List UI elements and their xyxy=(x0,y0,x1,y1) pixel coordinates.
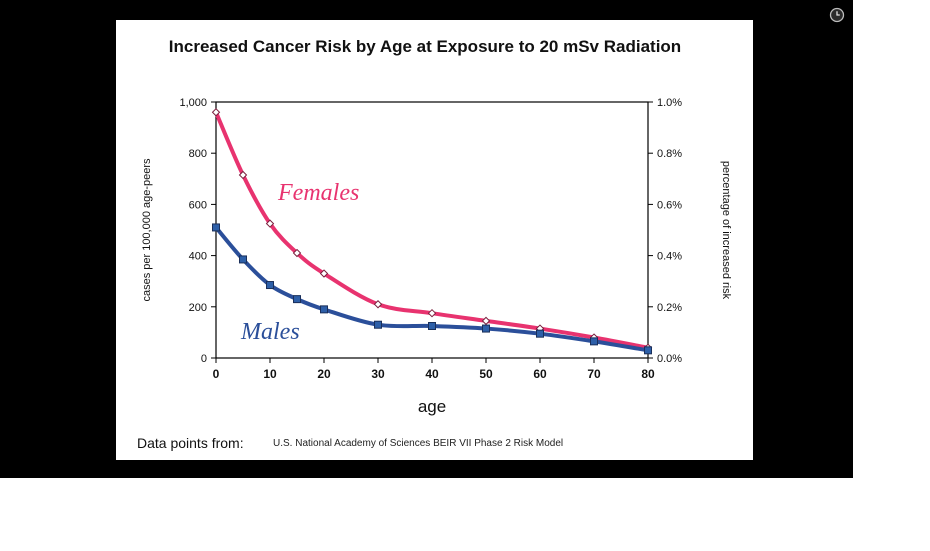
y-tick-label-right: 0.6% xyxy=(657,199,682,211)
x-tick-label: 20 xyxy=(317,367,331,381)
y-tick-label-right: 0.0% xyxy=(657,353,682,365)
data-point-males xyxy=(536,329,544,338)
data-point-males xyxy=(266,281,274,290)
y-tick-label-left: 1,000 xyxy=(179,97,207,109)
chart: Increased Cancer Risk by Age at Exposure… xyxy=(137,37,732,451)
data-point-females xyxy=(373,300,383,309)
x-tick-label: 40 xyxy=(425,367,439,381)
y-axis-label-left: cases per 100,000 age-peers xyxy=(141,158,153,302)
x-tick-label: 60 xyxy=(533,367,547,381)
y-tick-label-right: 1.0% xyxy=(657,97,682,109)
y-tick-label-left: 400 xyxy=(189,251,207,263)
x-tick-label: 10 xyxy=(263,367,277,381)
data-point-females xyxy=(319,269,329,278)
x-tick-label: 50 xyxy=(479,367,493,381)
x-tick-label: 80 xyxy=(641,367,655,381)
data-point-males xyxy=(374,320,382,329)
series-label-males: Males xyxy=(240,319,300,345)
y-axis-label-right: percentage of increased risk xyxy=(720,161,732,300)
clock-icon[interactable] xyxy=(829,7,845,23)
y-tick-label-right: 0.4% xyxy=(657,251,682,263)
footnote-label: Data points from: xyxy=(137,435,244,451)
x-axis-label: age xyxy=(418,397,446,416)
data-point-females xyxy=(238,170,248,180)
x-tick-label: 70 xyxy=(587,367,601,381)
presentation-screen: Increased Cancer Risk by Age at Exposure… xyxy=(0,0,853,478)
y-tick-label-left: 800 xyxy=(189,148,207,160)
data-point-females xyxy=(265,219,275,228)
y-tick-label-left: 600 xyxy=(189,199,207,211)
y-tick-label-left: 200 xyxy=(189,302,207,314)
data-point-males xyxy=(644,346,652,355)
y-tick-label-right: 0.2% xyxy=(657,302,682,314)
data-point-males xyxy=(239,255,247,264)
data-point-females xyxy=(481,316,491,326)
data-point-males xyxy=(482,324,490,333)
data-point-males xyxy=(320,305,328,314)
slide: Increased Cancer Risk by Age at Exposure… xyxy=(116,20,753,460)
x-tick-label: 30 xyxy=(371,367,385,381)
series-label-females: Females xyxy=(277,180,359,206)
data-point-males xyxy=(212,223,220,232)
data-point-females xyxy=(211,108,221,117)
chart-title: Increased Cancer Risk by Age at Exposure… xyxy=(169,37,681,56)
data-point-males xyxy=(428,322,436,330)
data-point-males xyxy=(590,337,598,346)
y-tick-label-left: 0 xyxy=(201,353,207,365)
data-point-females xyxy=(427,308,437,318)
data-point-males xyxy=(293,295,301,304)
y-tick-label-right: 0.8% xyxy=(657,148,682,160)
x-tick-label: 0 xyxy=(213,367,220,381)
data-point-females xyxy=(292,248,302,258)
footnote-source: U.S. National Academy of Sciences BEIR V… xyxy=(273,438,563,449)
